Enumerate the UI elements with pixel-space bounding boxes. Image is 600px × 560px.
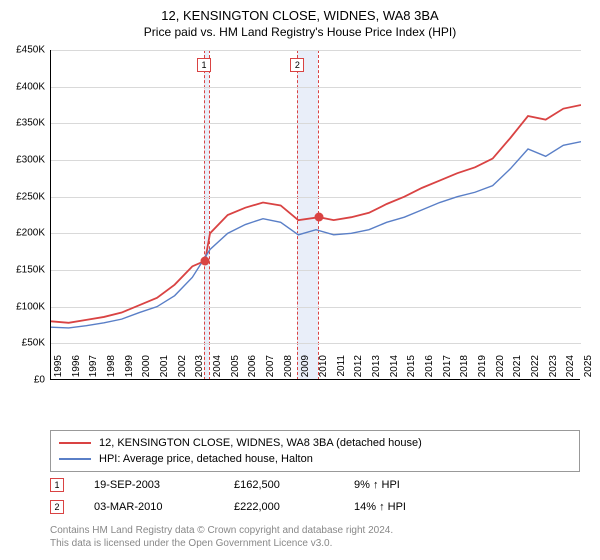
chart-band-marker: 2 (290, 58, 304, 72)
table-row: 2 03-MAR-2010 £222,000 14% ↑ HPI (50, 496, 580, 518)
x-axis-label: 1997 (88, 355, 99, 385)
chart-title: 12, KENSINGTON CLOSE, WIDNES, WA8 3BA (0, 8, 600, 23)
tx-date: 03-MAR-2010 (94, 501, 234, 513)
x-axis-label: 2021 (512, 355, 523, 385)
x-axis-label: 1996 (71, 355, 82, 385)
legend-swatch (59, 458, 91, 460)
x-axis-label: 2008 (283, 355, 294, 385)
y-axis-label: £100K (1, 301, 45, 312)
chart-plot (50, 50, 580, 380)
tx-price: £222,000 (234, 501, 354, 513)
x-axis-label: 1998 (106, 355, 117, 385)
chart-band-marker: 1 (197, 58, 211, 72)
y-axis-label: £350K (1, 118, 45, 129)
legend-item: 12, KENSINGTON CLOSE, WIDNES, WA8 3BA (d… (59, 435, 571, 451)
table-row: 1 19-SEP-2003 £162,500 9% ↑ HPI (50, 474, 580, 496)
y-axis-label: £200K (1, 228, 45, 239)
y-axis-label: £50K (1, 338, 45, 349)
footer-line: This data is licensed under the Open Gov… (50, 537, 393, 550)
x-axis-label: 2013 (371, 355, 382, 385)
tx-marker-icon: 2 (50, 500, 64, 514)
y-axis-label: £300K (1, 155, 45, 166)
x-axis-label: 2022 (530, 355, 541, 385)
x-axis-label: 2005 (230, 355, 241, 385)
x-axis-label: 2000 (141, 355, 152, 385)
x-axis-label: 2014 (389, 355, 400, 385)
x-axis-label: 2002 (177, 355, 188, 385)
legend-label: 12, KENSINGTON CLOSE, WIDNES, WA8 3BA (d… (99, 437, 422, 449)
tx-marker-icon: 1 (50, 478, 64, 492)
y-axis-label: £450K (1, 45, 45, 56)
x-axis-label: 2024 (565, 355, 576, 385)
x-axis-label: 2020 (495, 355, 506, 385)
chart-data-point (315, 213, 324, 222)
x-axis-label: 1995 (53, 355, 64, 385)
chart-series-line (51, 142, 581, 328)
tx-delta: 14% ↑ HPI (354, 501, 474, 513)
x-axis-label: 2023 (548, 355, 559, 385)
x-axis-label: 2009 (300, 355, 311, 385)
chart-data-point (201, 256, 210, 265)
x-axis-label: 2017 (442, 355, 453, 385)
footer-line: Contains HM Land Registry data © Crown c… (50, 524, 393, 537)
legend-item: HPI: Average price, detached house, Halt… (59, 451, 571, 467)
x-axis-label: 2011 (336, 355, 347, 385)
x-axis-label: 2016 (424, 355, 435, 385)
x-axis-label: 2007 (265, 355, 276, 385)
chart-legend: 12, KENSINGTON CLOSE, WIDNES, WA8 3BA (d… (50, 430, 580, 472)
tx-date: 19-SEP-2003 (94, 479, 234, 491)
x-axis-label: 2006 (247, 355, 258, 385)
x-axis-label: 2018 (459, 355, 470, 385)
x-axis-label: 1999 (124, 355, 135, 385)
y-axis-label: £0 (1, 375, 45, 386)
x-axis-label: 2001 (159, 355, 170, 385)
chart-area: £0£50K£100K£150K£200K£250K£300K£350K£400… (50, 50, 580, 380)
legend-swatch (59, 442, 91, 444)
transactions-table: 1 19-SEP-2003 £162,500 9% ↑ HPI 2 03-MAR… (50, 474, 580, 518)
chart-title-block: 12, KENSINGTON CLOSE, WIDNES, WA8 3BA Pr… (0, 0, 600, 39)
x-axis-label: 2004 (212, 355, 223, 385)
legend-label: HPI: Average price, detached house, Halt… (99, 453, 313, 465)
tx-delta: 9% ↑ HPI (354, 479, 474, 491)
footer-attribution: Contains HM Land Registry data © Crown c… (50, 524, 393, 550)
y-axis-label: £250K (1, 191, 45, 202)
x-axis-label: 2010 (318, 355, 329, 385)
x-axis-label: 2019 (477, 355, 488, 385)
tx-price: £162,500 (234, 479, 354, 491)
x-axis-label: 2015 (406, 355, 417, 385)
x-axis-label: 2025 (583, 355, 594, 385)
y-axis-label: £400K (1, 81, 45, 92)
x-axis-label: 2003 (194, 355, 205, 385)
y-axis-label: £150K (1, 265, 45, 276)
x-axis-label: 2012 (353, 355, 364, 385)
chart-subtitle: Price paid vs. HM Land Registry's House … (0, 25, 600, 39)
